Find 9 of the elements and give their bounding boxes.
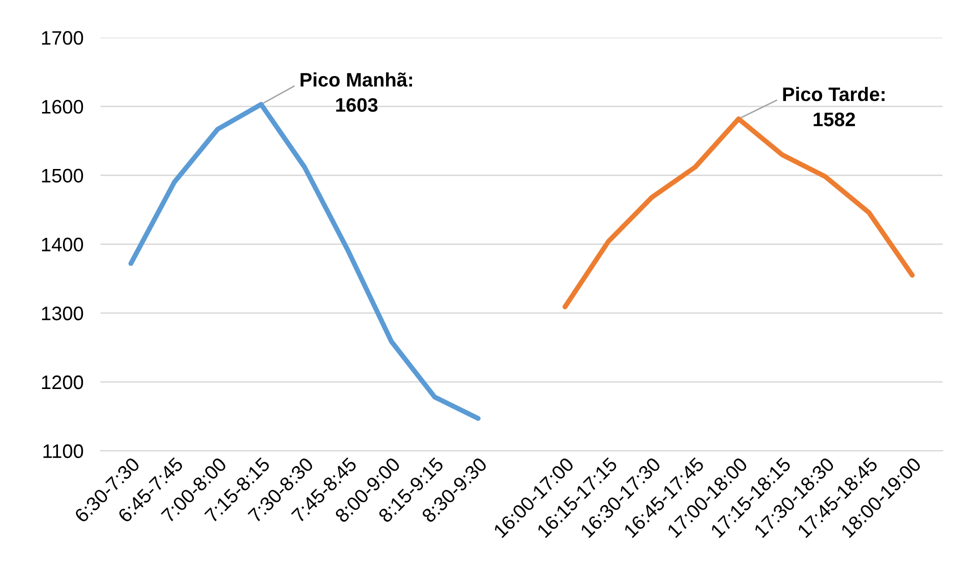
y-tick-label: 1500: [42, 168, 84, 183]
y-tick-label: 1200: [42, 375, 84, 390]
y-tick-label: 1400: [42, 238, 84, 252]
y-tick-label: 1300: [42, 306, 84, 320]
y-tick-label: 1700: [42, 31, 84, 45]
annotation: Pico Manhã: 1603: [300, 72, 412, 112]
y-tick-label: 1100: [43, 444, 84, 458]
y-tick-label: 1600: [42, 100, 84, 114]
annotation: Pico Tarde: 1582: [783, 86, 884, 126]
